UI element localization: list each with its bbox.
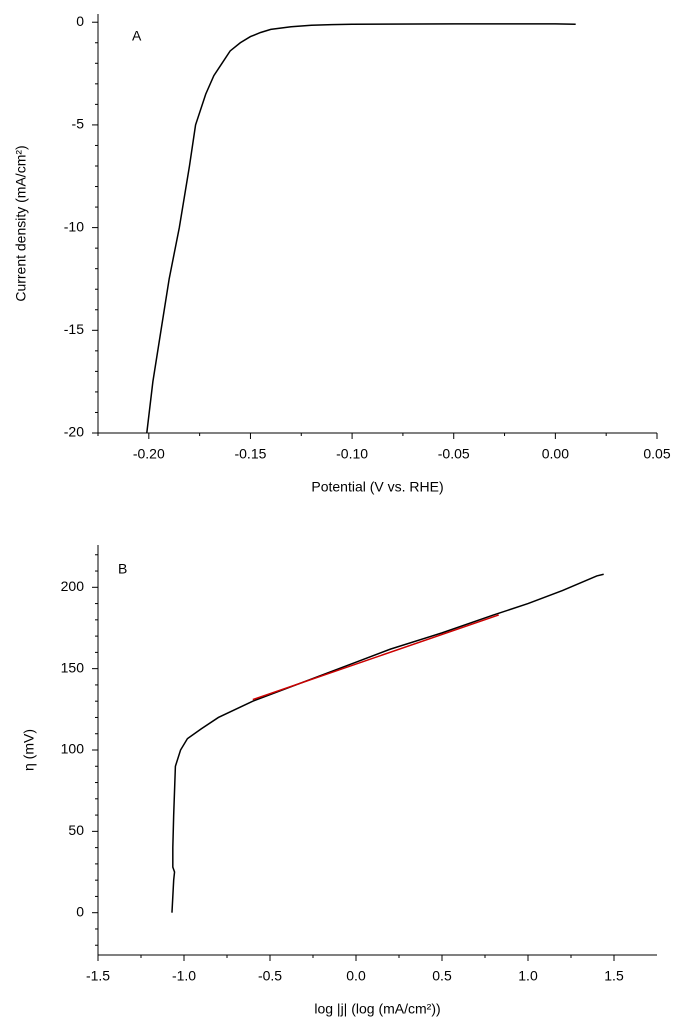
panel-label: A (132, 28, 142, 44)
y-axis-label: Current density (mA/cm²) (13, 145, 29, 301)
x-axis-label: Potential (V vs. RHE) (311, 479, 443, 495)
y-tick-label: 200 (61, 578, 85, 594)
panel-label: B (118, 561, 127, 577)
x-tick-label: 0.5 (432, 968, 452, 984)
y-tick-label: 0 (76, 13, 84, 29)
x-tick-label: -1.5 (86, 968, 110, 984)
x-tick-label: 0.05 (643, 446, 670, 462)
x-tick-label: -0.10 (336, 446, 368, 462)
x-tick-label: 0.00 (542, 446, 569, 462)
y-tick-label: -5 (72, 116, 85, 132)
x-axis-label: log |j| (log (mA/cm²)) (314, 1001, 440, 1017)
y-tick-label: 0 (76, 903, 84, 919)
x-tick-label: 0.0 (346, 968, 366, 984)
data-line (171, 573, 604, 913)
y-tick-label: 50 (68, 822, 84, 838)
x-tick-label: -1.0 (172, 968, 196, 984)
x-tick-label: -0.15 (234, 446, 266, 462)
y-tick-label: 150 (61, 659, 85, 675)
x-tick-label: -0.5 (258, 968, 282, 984)
y-tick-label: -20 (64, 424, 84, 440)
data-line (146, 23, 576, 434)
y-axis-label: η (mV) (21, 729, 37, 771)
y-tick-label: 100 (61, 741, 85, 757)
x-tick-label: 1.0 (518, 968, 538, 984)
x-tick-label: 1.5 (604, 968, 624, 984)
y-tick-label: -15 (64, 321, 84, 337)
x-tick-label: -0.20 (133, 446, 165, 462)
data-line (252, 614, 500, 701)
y-tick-label: -10 (64, 218, 84, 234)
x-tick-label: -0.05 (438, 446, 470, 462)
